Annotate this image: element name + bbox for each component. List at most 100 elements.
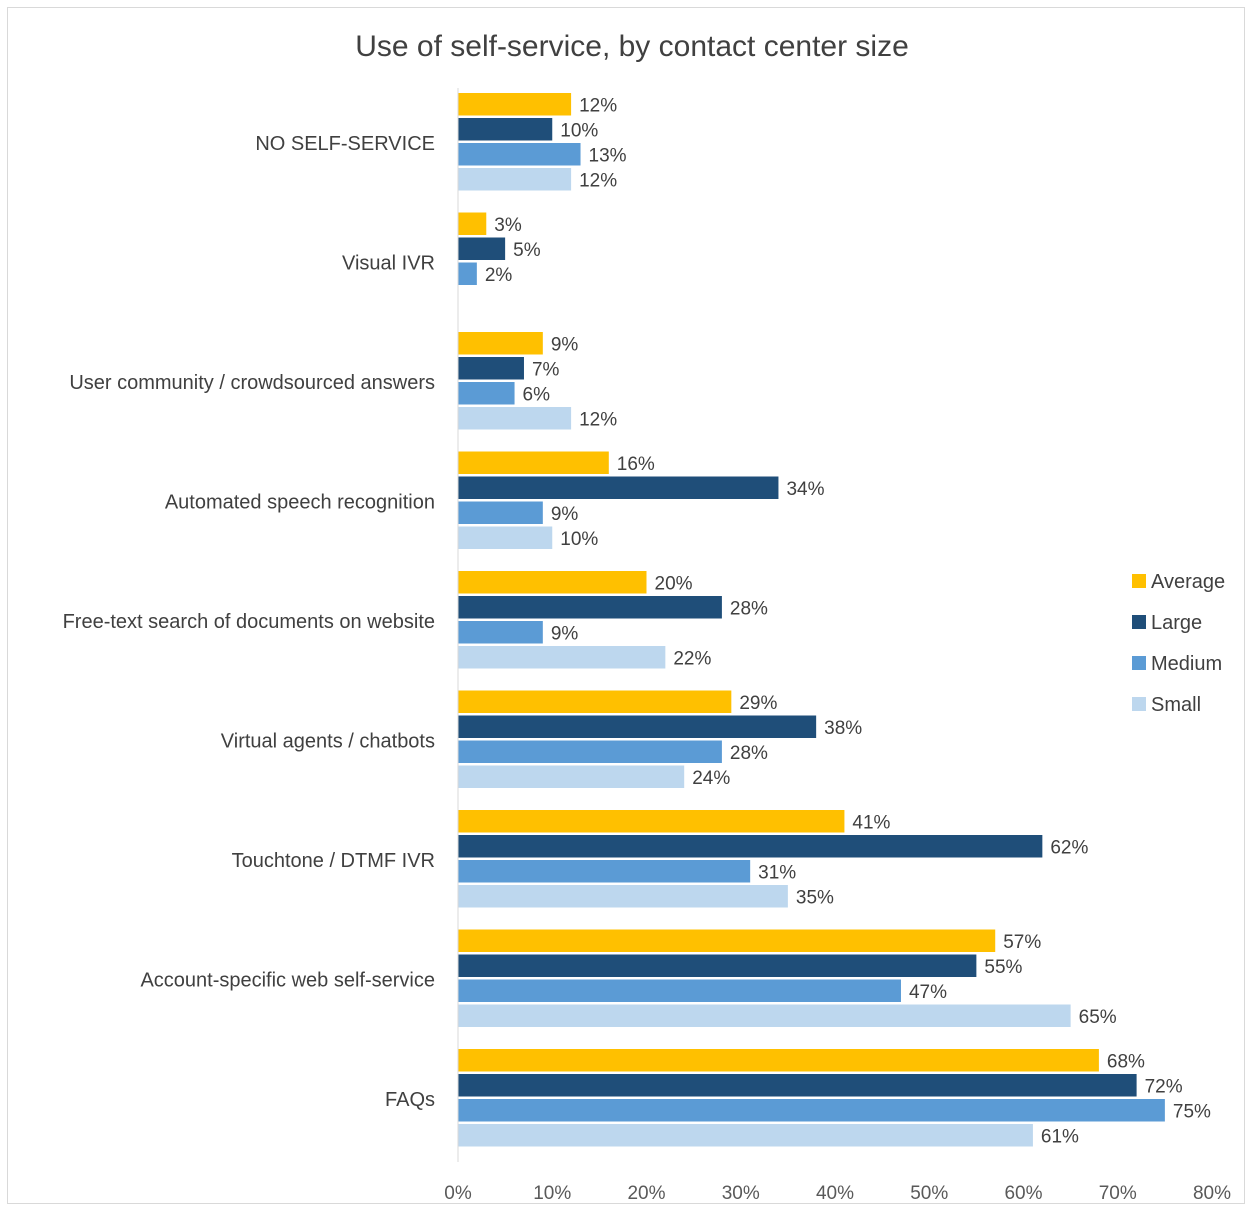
data-label: 6% (523, 384, 551, 405)
data-label: 72% (1145, 1076, 1183, 1097)
data-label: 16% (617, 454, 655, 475)
category-group: Free-text search of documents on website… (63, 571, 768, 669)
data-label: 68% (1107, 1051, 1145, 1072)
bar-average (458, 929, 996, 952)
data-label: 62% (1050, 837, 1088, 858)
category-label: Free-text search of documents on website (63, 611, 435, 633)
bar-large (458, 357, 524, 380)
bar-medium (458, 740, 722, 763)
category-label: Account-specific web self-service (140, 970, 435, 992)
data-label: 65% (1079, 1007, 1117, 1028)
data-label: 2% (485, 265, 513, 286)
bar-average (458, 451, 609, 474)
legend-label: Medium (1151, 653, 1222, 675)
bar-large (458, 118, 553, 141)
bar-average (458, 93, 572, 116)
bar-large (458, 835, 1043, 858)
legend-item: Medium (1132, 653, 1222, 675)
bar-large (458, 715, 817, 738)
bar-large (458, 954, 977, 977)
data-label: 9% (551, 334, 579, 355)
data-label: 38% (824, 718, 862, 739)
data-label: 75% (1173, 1101, 1211, 1122)
legend-item: Small (1132, 694, 1201, 716)
category-group: Account-specific web self-service 57% 55% 4… (140, 929, 1117, 1028)
bar-large (458, 237, 506, 260)
bar-small (458, 526, 553, 549)
data-label: 3% (494, 215, 522, 236)
bar-average (458, 690, 732, 713)
bar-average (458, 1049, 1099, 1072)
bar-medium (458, 1099, 1165, 1122)
data-label: 12% (579, 95, 617, 116)
data-label: 22% (673, 648, 711, 669)
bar-small (458, 407, 572, 430)
data-label: 55% (984, 957, 1022, 978)
bar-medium (458, 143, 581, 166)
data-label: 41% (852, 812, 890, 833)
legend: Average Large Medium Small (1132, 571, 1225, 716)
category-group: NO SELF-SERVICE 12% 10% 13% 12% (255, 93, 627, 191)
category-group: Visual IVR 3% 5%2% (342, 212, 541, 286)
bar-small (458, 1124, 1033, 1147)
x-tick-label: 50% (910, 1183, 948, 1204)
category-label: Virtual agents / chatbots (221, 731, 435, 753)
bar-medium (458, 382, 515, 405)
bar-large (458, 596, 722, 619)
bar-small (458, 646, 666, 669)
bar-average (458, 571, 647, 594)
data-label: 9% (551, 623, 579, 644)
x-tick-label: 80% (1193, 1183, 1231, 1204)
data-label: 24% (692, 768, 730, 789)
legend-swatch (1132, 615, 1146, 629)
data-label: 9% (551, 504, 579, 525)
bar-large (458, 476, 779, 499)
data-label: 28% (730, 598, 768, 619)
bar-small (458, 168, 572, 191)
data-label: 5% (513, 240, 541, 261)
legend-item: Large (1132, 612, 1202, 634)
bar-medium (458, 979, 901, 1002)
category-label: Automated speech recognition (165, 492, 435, 514)
legend-item: Average (1132, 571, 1225, 593)
x-tick-label: 30% (722, 1183, 760, 1204)
data-label: 31% (758, 862, 796, 883)
bar-small (458, 885, 788, 908)
data-label: 12% (579, 409, 617, 430)
legend-swatch (1132, 574, 1146, 588)
x-tick-label: 0% (444, 1183, 472, 1204)
data-label: 10% (560, 120, 598, 141)
category-label: NO SELF-SERVICE (255, 133, 435, 155)
bar-medium (458, 621, 543, 644)
data-label: 47% (909, 982, 947, 1003)
category-group: FAQs 68%72% 75% 61% (385, 1049, 1211, 1147)
data-label: 10% (560, 529, 598, 550)
plot-area: NO SELF-SERVICE 12% 10% 13% 12% Visual IVR 3% 5… (63, 93, 1211, 1147)
data-label: 12% (579, 170, 617, 191)
category-group: User community / crowdsourced answers 9% 7… (69, 332, 617, 430)
bar-average (458, 332, 543, 355)
legend-swatch (1132, 697, 1146, 711)
category-label: Visual IVR (342, 253, 435, 275)
data-label: 28% (730, 743, 768, 764)
data-label: 29% (739, 693, 777, 714)
category-group: Virtual agents / chatbots 29% 38% 28%24% (221, 690, 862, 789)
x-tick-label: 20% (627, 1183, 665, 1204)
bar-large (458, 1074, 1137, 1097)
category-group: Touchtone / DTMF IVR 41% 62% 31%35% (232, 810, 1088, 908)
chart-title: Use of self-service, by contact center s… (355, 30, 909, 63)
legend-label: Small (1151, 694, 1201, 716)
data-label: 35% (796, 887, 834, 908)
data-label: 20% (655, 573, 693, 594)
data-label: 57% (1003, 932, 1041, 953)
legend-swatch (1132, 656, 1146, 670)
x-tick-label: 70% (1099, 1183, 1137, 1204)
legend-label: Average (1151, 571, 1225, 593)
data-label: 61% (1041, 1126, 1079, 1147)
category-label: Touchtone / DTMF IVR (232, 850, 435, 872)
bar-medium (458, 262, 477, 285)
bar-medium (458, 501, 543, 524)
data-label: 34% (786, 479, 824, 500)
x-tick-label: 40% (816, 1183, 854, 1204)
